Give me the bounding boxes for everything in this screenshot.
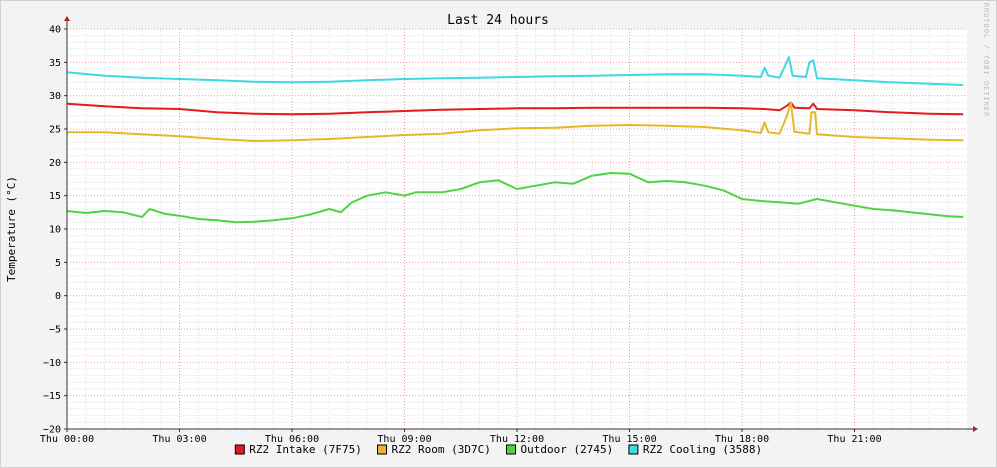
grid [66, 28, 967, 430]
legend-label-1: RZ2 Intake (7F75) [249, 443, 362, 456]
x-tick-label: Thu 18:00 [715, 434, 769, 445]
legend-swatch-2 [377, 444, 387, 455]
x-tick-label: Thu 15:00 [602, 434, 656, 445]
y-tick-label: −5 [49, 325, 61, 336]
x-tick-label: Thu 09:00 [377, 434, 431, 445]
x-tick-label: Thu 12:00 [490, 434, 544, 445]
y-tick-label: 25 [49, 125, 61, 136]
y-tick-label: 30 [49, 91, 61, 102]
x-tick-label: Thu 21:00 [827, 434, 881, 445]
x-tick-label: Thu 06:00 [265, 434, 319, 445]
series-lines [66, 56, 964, 224]
legend-label-2: RZ2 Room (3D7C) [392, 443, 491, 456]
x-axis-arrow [973, 426, 978, 432]
series-line-2 [67, 101, 964, 142]
legend-swatch-4 [628, 444, 639, 455]
legend-swatch-3 [506, 444, 516, 455]
series-line-1 [66, 101, 964, 116]
y-tick-label: 0 [55, 291, 61, 302]
y-axis-label: Temperature (°C) [5, 176, 18, 282]
y-tick-label: −20 [43, 425, 61, 436]
y-tick-label: 20 [49, 158, 61, 169]
y-tick-label: 40 [49, 25, 61, 36]
series-line-4 [66, 56, 964, 86]
y-axis-arrow [64, 16, 70, 21]
x-tick-label: Thu 00:00 [40, 434, 94, 445]
legend: RZ2 Intake (7F75) RZ2 Room (3D7C) Outdoor … [234, 443, 762, 456]
x-tick-label: Thu 03:00 [152, 434, 206, 445]
y-tick-label: 35 [49, 58, 61, 69]
legend-label-3: Outdoor (2745) [521, 443, 614, 456]
watermark: RRDTOOL / TOBI OETIKER [982, 3, 990, 118]
y-tick-label: 5 [55, 258, 61, 269]
chart-title: Last 24 hours [447, 13, 549, 28]
series-line-3 [66, 172, 964, 224]
legend-label-4: RZ2 Cooling (3588) [643, 443, 762, 456]
y-tick-label: −10 [43, 358, 61, 369]
y-tick-labels: 40 35 30 25 20 15 10 5 0 −5 −10 −15 −20 [43, 25, 67, 436]
legend-swatch-1 [234, 444, 245, 455]
y-tick-label: 15 [49, 191, 61, 202]
axes [64, 16, 978, 432]
x-tick-labels: Thu 00:00 Thu 03:00 Thu 06:00 Thu 09:00 Thu … [40, 429, 882, 445]
y-tick-label: −15 [43, 391, 61, 402]
y-tick-label: 10 [49, 225, 61, 236]
